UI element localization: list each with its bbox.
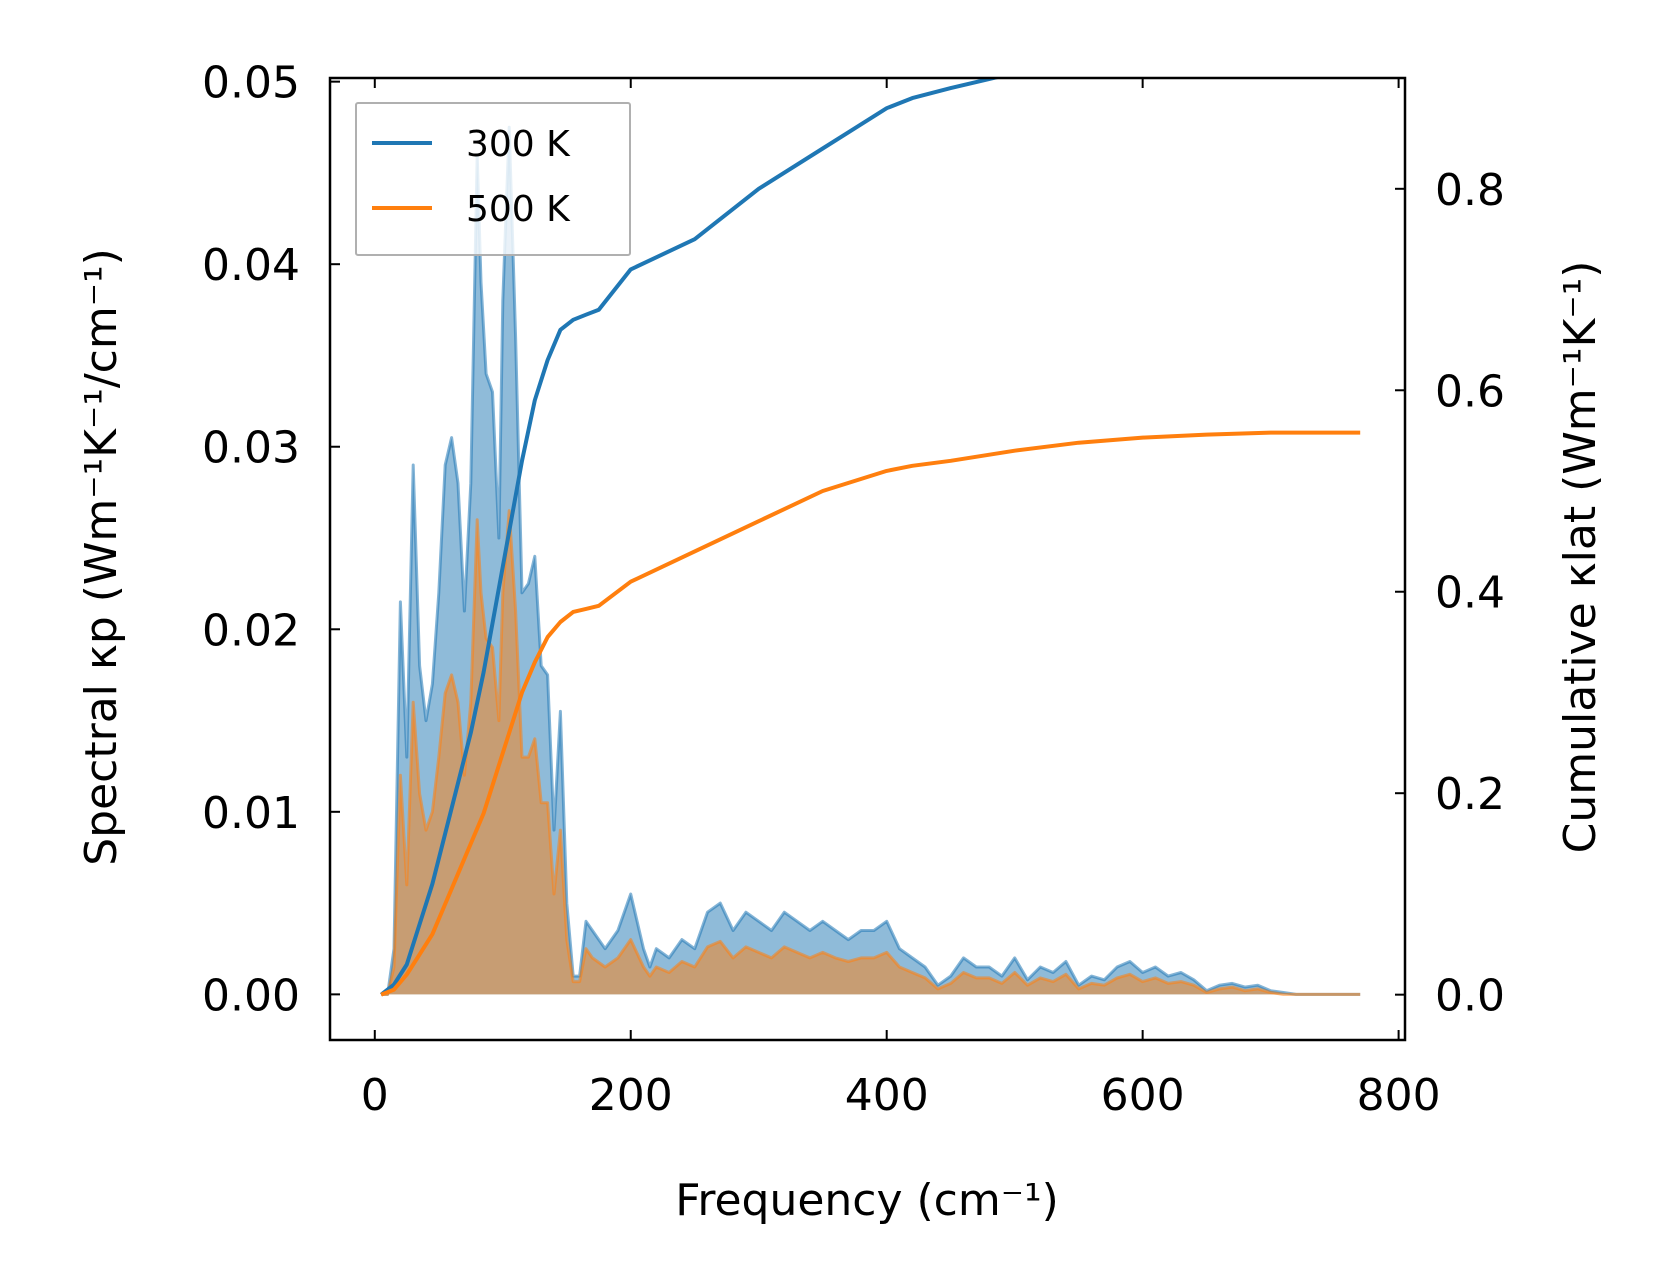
left-y-axis-label: Spectral κp (Wm⁻¹K⁻¹/cm⁻¹) — [76, 248, 127, 866]
y-right-tick-label-3: 0.6 — [1435, 366, 1505, 417]
cumulative-line-300k — [379, 78, 1003, 997]
right-y-axis-label: Cumulative κlat (Wm⁻¹K⁻¹) — [1555, 261, 1606, 854]
y-right-tick-label-2: 0.4 — [1435, 568, 1505, 619]
x-tick-label-3: 600 — [1101, 1070, 1185, 1121]
spectral-line-500k — [381, 509, 1361, 996]
right-y-axis-ticks: 0.0 0.2 0.4 0.6 0.8 — [1395, 165, 1505, 1022]
y-left-tick-label-5: 0.05 — [202, 58, 300, 109]
spectral-area-layer — [381, 125, 1361, 996]
legend: 300 K 500 K — [355, 102, 631, 256]
cumulative-line-500k — [380, 430, 1361, 997]
cumulative-line-layer — [379, 78, 1361, 997]
legend-label-300k: 300 K — [466, 124, 571, 165]
plot-frame — [328, 76, 1407, 1042]
y-right-tick-label-1: 0.2 — [1435, 769, 1505, 820]
y-left-tick-label-4: 0.04 — [202, 240, 300, 291]
x-tick-label-4: 800 — [1357, 1070, 1441, 1121]
y-right-tick-label-0: 0.0 — [1435, 971, 1505, 1022]
x-axis-ticks: 0 200 400 600 800 — [361, 78, 1441, 1121]
left-y-axis-ticks: 0.00 0.01 0.02 0.03 0.04 0.05 — [202, 58, 340, 1021]
y-left-tick-label-2: 0.02 — [202, 605, 300, 656]
x-tick-label-1: 200 — [589, 1070, 673, 1121]
y-right-tick-label-4: 0.8 — [1435, 165, 1505, 216]
y-left-tick-label-1: 0.01 — [202, 788, 300, 839]
x-tick-label-0: 0 — [361, 1070, 389, 1121]
y-left-tick-label-0: 0.00 — [202, 970, 300, 1021]
legend-label-500k: 500 K — [466, 189, 571, 230]
y-left-tick-label-3: 0.03 — [202, 423, 300, 474]
x-tick-label-2: 400 — [845, 1070, 929, 1121]
x-axis-label: Frequency (cm⁻¹) — [675, 1175, 1059, 1226]
